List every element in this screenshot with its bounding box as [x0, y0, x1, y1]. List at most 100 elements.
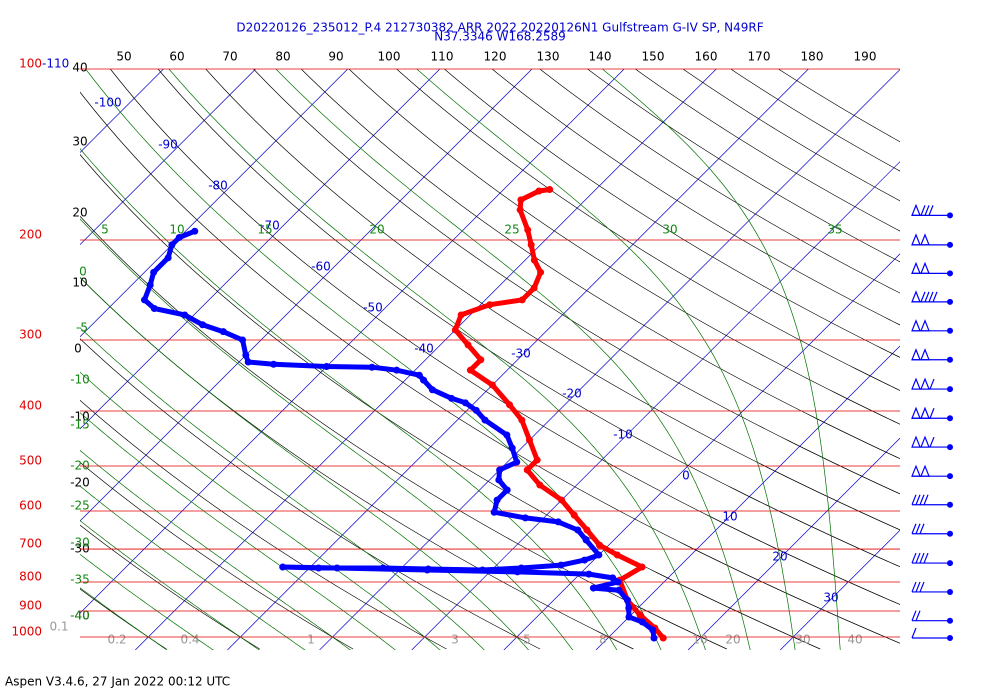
pressure-label: 400	[19, 398, 42, 412]
profile-point	[481, 416, 489, 424]
barb-full	[915, 523, 921, 534]
profile-point	[524, 226, 532, 234]
profile-point	[589, 584, 597, 592]
dry-adiabat	[587, 69, 900, 263]
dry-adiabat-label: 40	[72, 61, 87, 75]
dry-adiabat-label: 20	[72, 206, 87, 220]
moist-adiabat	[80, 520, 260, 650]
isotherm-label: -80	[208, 179, 228, 193]
isotherm-label: -40	[414, 342, 434, 356]
moist-adiabat-label: 0	[79, 265, 87, 279]
moist-adiabat	[80, 587, 168, 650]
dry-adiabat	[539, 69, 900, 294]
profile-point	[614, 578, 622, 586]
wind-barb	[911, 494, 953, 508]
profile-point	[428, 386, 436, 394]
moist-adiabat-label: 15	[257, 223, 272, 237]
barb-flag	[920, 377, 930, 390]
barb-full	[911, 552, 917, 564]
moist-adiabat	[80, 412, 396, 650]
profile-point	[623, 596, 631, 604]
barb-full	[911, 610, 917, 621]
pressure-label: 100	[19, 57, 42, 71]
profile-point	[420, 376, 428, 384]
profile-point	[464, 341, 472, 349]
profile-point	[517, 196, 525, 204]
moist-adiabat-label: -10	[70, 373, 90, 387]
profile-point	[583, 526, 591, 534]
profile-point	[530, 284, 538, 292]
moist-adiabat-label: 10	[169, 223, 184, 237]
barb-flag	[911, 435, 921, 448]
isotherm-label: 0	[682, 469, 690, 483]
dry-adiabat-label: 100	[378, 50, 401, 64]
profile-point	[558, 496, 566, 504]
isotherm	[411, 161, 900, 650]
profile-point	[447, 394, 455, 402]
profile-point	[638, 563, 646, 571]
profile-point	[457, 311, 465, 319]
profile-point	[535, 187, 543, 195]
isotherm	[135, 69, 717, 650]
profile-point	[415, 371, 423, 379]
profile-point	[486, 301, 494, 309]
pressure-label: 600	[19, 499, 42, 513]
plot-area	[0, 69, 900, 650]
profile-point	[581, 556, 589, 564]
wind-barb	[911, 348, 953, 363]
moist-adiabat	[416, 69, 796, 650]
dry-adiabat	[635, 69, 900, 232]
mixing-ratio-label: 0.2	[107, 633, 126, 647]
profile-point	[503, 431, 511, 439]
isotherm-label: -100	[94, 96, 121, 110]
barb-full	[911, 523, 917, 534]
profile-point	[333, 564, 341, 572]
profile-point	[477, 356, 485, 364]
isotherm	[0, 69, 71, 650]
wind-barb	[911, 627, 953, 642]
pressure-label: 500	[19, 454, 42, 468]
isotherm	[80, 69, 256, 246]
mixing-ratio-label: 20	[725, 633, 740, 647]
profile-point	[244, 358, 252, 366]
profile-point	[478, 566, 486, 574]
profile-point	[582, 536, 590, 544]
barb-full	[911, 627, 917, 639]
barb-flag	[920, 261, 930, 274]
dry-adiabat	[80, 399, 447, 650]
mixing-ratio-label: 0.1	[49, 620, 68, 634]
profile-point	[164, 254, 172, 262]
barb-full	[920, 205, 926, 216]
moist-adiabat-label: -5	[76, 321, 88, 335]
profile-point	[466, 366, 474, 374]
dry-adiabat	[253, 69, 900, 495]
barb-flag	[911, 406, 921, 419]
dry-adiabat	[80, 461, 354, 650]
dry-adiabat	[80, 277, 634, 650]
profile-point	[625, 604, 633, 612]
profile-point	[140, 296, 148, 304]
mixing-ratio-label: 0.4	[180, 633, 199, 647]
isotherm-label: -60	[311, 260, 331, 274]
barb-full	[928, 291, 934, 303]
profile-point	[451, 326, 459, 334]
isotherm-label: -30	[511, 347, 531, 361]
profile-point	[503, 486, 511, 494]
profile-point	[488, 381, 496, 389]
dry-adiabat-label: 110	[431, 50, 454, 64]
barb-full	[915, 610, 921, 621]
isotherm-label: -70	[260, 219, 280, 233]
profile-point	[595, 551, 603, 559]
dry-adiabat-label: 80	[275, 50, 290, 64]
dry-adiabat	[110, 69, 900, 605]
overlay: -110-100-90-80-70-60-50-40 -30-20-1001020…	[11, 50, 953, 647]
profile-point	[595, 541, 603, 549]
isotherm-label: -90	[158, 138, 178, 152]
wind-barb	[911, 435, 953, 451]
dry-adiabat-label: 120	[484, 50, 507, 64]
pressure-label: 900	[19, 599, 42, 613]
dry-adiabat	[205, 69, 900, 531]
barb-full	[928, 205, 934, 216]
dry-adiabat-label: 50	[116, 50, 131, 64]
profile-point	[495, 476, 503, 484]
